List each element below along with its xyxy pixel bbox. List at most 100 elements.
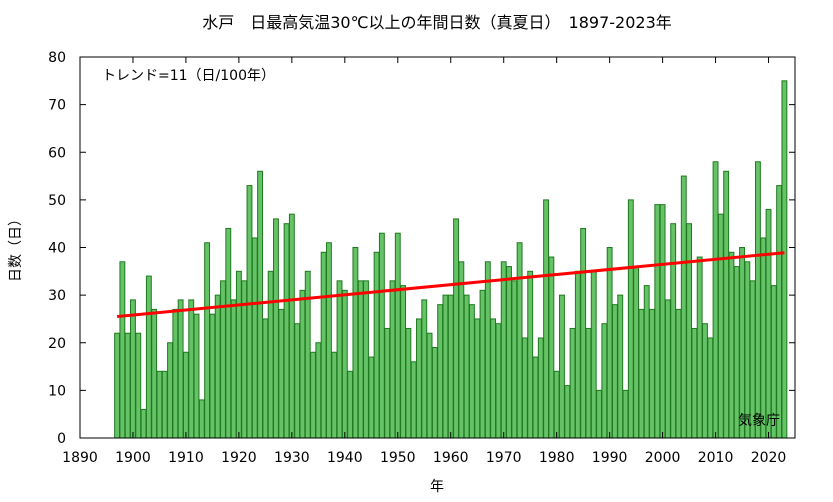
- bar-1999: [654, 204, 661, 439]
- bar-1990: [606, 247, 613, 439]
- y-tick-label-50: 50: [48, 193, 66, 209]
- bar-1900: [130, 299, 136, 439]
- bar-1953: [410, 361, 417, 439]
- bar-1941: [347, 370, 354, 439]
- bar-2023: [781, 80, 788, 439]
- bar-2007: [696, 256, 703, 439]
- bar-2001: [664, 299, 671, 439]
- bar-1961: [453, 218, 459, 439]
- source-label: 気象庁: [738, 413, 780, 429]
- bar-1944: [363, 280, 369, 439]
- bar-1957: [431, 347, 438, 439]
- bar-1904: [151, 308, 158, 439]
- trend-layer: [116, 251, 785, 319]
- bar-1948: [384, 327, 391, 439]
- bar-1936: [320, 251, 327, 439]
- bar-1940: [341, 289, 348, 439]
- bar-1969: [495, 323, 502, 439]
- bar-1955: [421, 299, 428, 439]
- bar-1905: [156, 370, 163, 439]
- bar-1987: [590, 270, 597, 439]
- x-axis-label: 年: [430, 479, 444, 495]
- bar-1995: [633, 266, 640, 439]
- bar-1996: [638, 308, 645, 439]
- x-tick-label-1960: 1960: [433, 450, 469, 466]
- bar-1973: [516, 242, 523, 439]
- bar-1897: [114, 332, 121, 439]
- bar-2010: [712, 161, 719, 439]
- x-tick-label-1970: 1970: [486, 450, 522, 466]
- bar-1922: [246, 185, 253, 439]
- bar-1901: [135, 332, 142, 439]
- x-tick-label-1930: 1930: [274, 450, 310, 466]
- bar-2005: [686, 223, 693, 439]
- y-tick-label-80: 80: [48, 50, 66, 66]
- bar-1919: [230, 299, 237, 439]
- bar-1927: [273, 218, 279, 439]
- bar-1914: [204, 242, 211, 439]
- bar-1968: [490, 318, 497, 439]
- bar-1960: [447, 294, 454, 439]
- bar-1978: [543, 199, 550, 439]
- bar-1913: [198, 399, 205, 439]
- bar-1898: [119, 261, 126, 439]
- y-tick-label-30: 30: [48, 288, 66, 304]
- bar-2006: [691, 327, 698, 439]
- x-tick-label-1940: 1940: [327, 450, 363, 466]
- bar-1915: [209, 313, 216, 439]
- bar-1930: [288, 213, 295, 439]
- bar-1954: [416, 318, 422, 439]
- bar-1929: [283, 223, 290, 439]
- y-tick-label-60: 60: [48, 145, 66, 161]
- bar-1917: [220, 280, 226, 439]
- bar-1942: [352, 247, 359, 439]
- bar-2012: [723, 170, 730, 439]
- bar-1911: [188, 299, 195, 439]
- bar-1983: [569, 327, 576, 439]
- chart-title: 水戸 日最高気温30℃以上の年間日数（真夏日） 1897-2023年: [202, 13, 672, 32]
- x-tick-label-1980: 1980: [539, 450, 575, 466]
- bar-1935: [315, 342, 322, 439]
- x-tick-label-2020: 2020: [751, 450, 787, 466]
- bar-1939: [336, 280, 343, 439]
- bar-1933: [304, 270, 311, 439]
- bar-1980: [553, 370, 560, 439]
- bar-1976: [532, 356, 539, 439]
- x-tick-label-1990: 1990: [592, 450, 628, 466]
- bar-1947: [378, 232, 385, 439]
- bar-2002: [670, 223, 677, 439]
- bar-2011: [717, 213, 724, 439]
- bar-1924: [257, 170, 264, 439]
- bar-1970: [500, 261, 507, 439]
- bar-1993: [622, 389, 629, 439]
- bar-1909: [177, 299, 184, 439]
- x-tick-label-1950: 1950: [380, 450, 416, 466]
- bar-1908: [172, 308, 179, 439]
- bar-1945: [368, 356, 375, 439]
- bar-1943: [357, 280, 364, 439]
- y-tick-label-0: 0: [57, 431, 66, 447]
- bar-2019: [760, 237, 767, 439]
- bar-1998: [649, 308, 655, 439]
- y-axis-label: 日数（日）: [8, 212, 24, 282]
- trend-annotation: トレンド=11（日/100年）: [102, 68, 275, 84]
- bar-1965: [474, 318, 481, 439]
- bar-2008: [702, 323, 708, 439]
- bar-1986: [585, 327, 592, 439]
- y-tick-label-20: 20: [48, 336, 66, 352]
- bar-1906: [161, 370, 168, 439]
- bar-1899: [124, 332, 131, 439]
- bar-1903: [145, 275, 152, 439]
- bar-1979: [548, 256, 555, 439]
- bar-1907: [167, 342, 173, 439]
- bar-1963: [463, 294, 470, 439]
- bar-1984: [574, 270, 581, 439]
- bar-1910: [182, 351, 189, 439]
- x-tick-label-1910: 1910: [168, 450, 204, 466]
- bar-1934: [310, 351, 316, 439]
- bar-1966: [479, 289, 486, 439]
- trend-line: [116, 251, 785, 319]
- bar-1923: [251, 237, 258, 439]
- x-tick-label-1890: 1890: [62, 450, 98, 466]
- bar-2004: [680, 175, 687, 439]
